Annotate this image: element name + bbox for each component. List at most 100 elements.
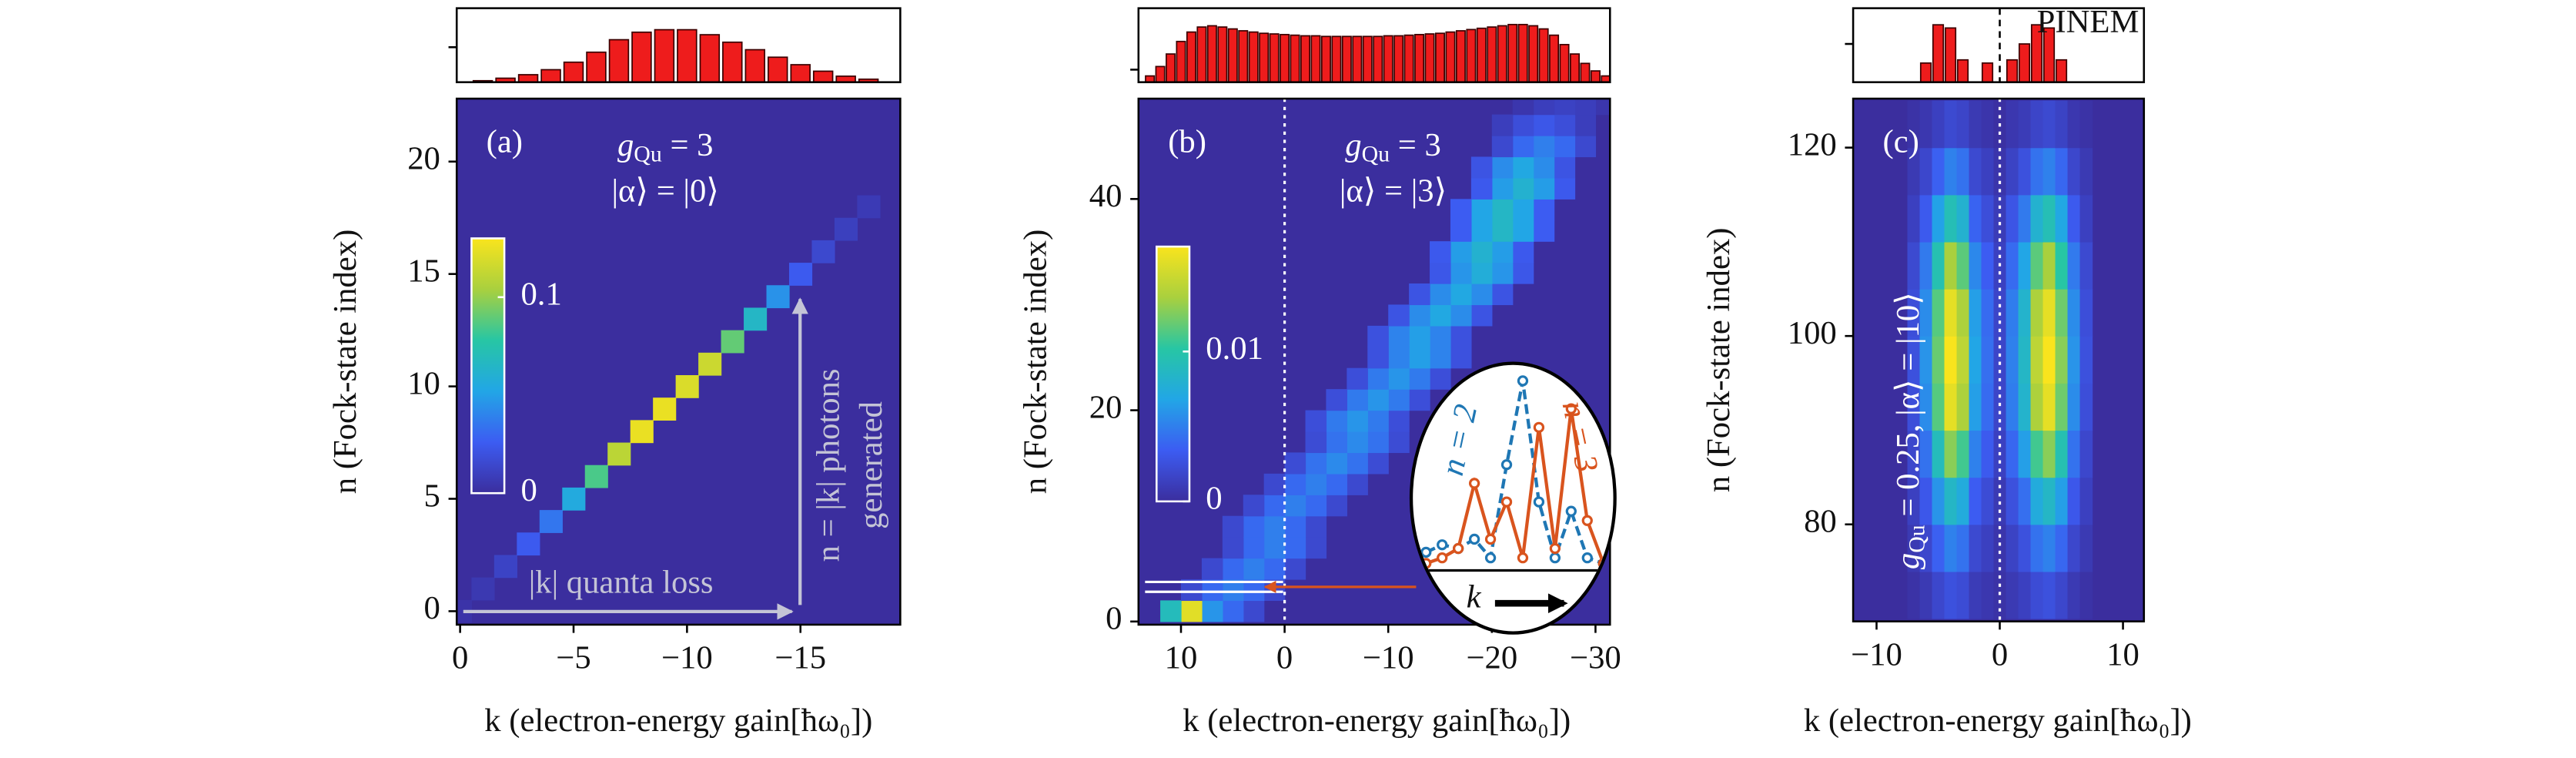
heatmap-cell (1956, 336, 1970, 384)
heatmap-cell (1574, 99, 1597, 116)
heatmap-cell (2079, 194, 2093, 243)
plot-frame (1137, 97, 1611, 626)
x-tick-label: 0 (1992, 636, 2008, 672)
heatmap-cell (1944, 430, 1958, 478)
heatmap-cell (1491, 136, 1514, 158)
heatmap-cell (1944, 571, 1958, 619)
heatmap-cell (1222, 600, 1244, 622)
y-axis-label: n (Fock-state index) (1701, 228, 1737, 493)
heatmap-cell (1907, 241, 1921, 290)
heatmap-cell (1243, 537, 1265, 559)
heatmap-cell (1574, 114, 1597, 136)
heatmap-cell (2006, 336, 2019, 384)
heatmap-cell (1450, 220, 1472, 242)
heatmap-cell (1969, 477, 1982, 525)
heatmap-cell (2042, 289, 2056, 337)
hist-bar (2055, 59, 2068, 82)
heatmap-cell (1491, 220, 1514, 242)
heatmap-cell (1969, 383, 1982, 431)
heatmap-cell (1201, 600, 1223, 622)
heatmap-cell (1450, 283, 1472, 306)
y-tick-label: 20 (1089, 389, 1122, 425)
heatmap-cell (1969, 194, 1982, 243)
heatmap-cell (2067, 571, 2081, 619)
heatmap-cell (1388, 325, 1410, 347)
heatmap-cell (1470, 199, 1493, 221)
heatmap-cell (2018, 194, 2032, 243)
hist-bar (1445, 31, 1456, 82)
heatmap-cell (1956, 524, 1970, 572)
heatmap-cell (1409, 389, 1430, 411)
heatmap-cell (721, 330, 744, 354)
heatmap-cell (2067, 289, 2081, 337)
heatmap-cell (1554, 156, 1576, 179)
heatmap-cell (1491, 199, 1514, 221)
heatmap-cell (607, 442, 631, 466)
heatmap-cell (2055, 430, 2069, 478)
panel-label: (c) (1882, 124, 1919, 160)
heatmap-cell (1263, 473, 1286, 495)
heatmap-cell (1554, 136, 1576, 158)
heatmap-cell (1305, 515, 1327, 538)
heatmap-cell (1450, 347, 1472, 369)
heatmap-cell (1907, 477, 1921, 525)
heatmap-cell (1956, 241, 1970, 290)
y-tick-label: 0 (1106, 601, 1122, 637)
hist-bar (1176, 40, 1186, 82)
heatmap-cell (2042, 477, 2056, 525)
heatmap-cell (1326, 495, 1348, 517)
hist-bar (835, 75, 856, 82)
colorbar (1156, 245, 1191, 503)
heatmap-cell (1388, 389, 1410, 411)
heatmap-cell (811, 240, 835, 263)
inset-marker (1437, 539, 1448, 551)
heatmap-cell (1981, 147, 1995, 196)
heatmap-cell (1981, 477, 1995, 525)
heatmap-cell (562, 487, 586, 511)
heatmap-cell (1263, 537, 1286, 559)
hist-bar (1186, 31, 1196, 82)
heatmap-cell (1919, 289, 1933, 337)
heatmap-cell (1944, 524, 1958, 572)
coupling-label: gQu = 0.25, |α⟩ = |10⟩ (1890, 292, 1930, 569)
hist-bar (1238, 30, 1249, 82)
colorbar (470, 237, 506, 495)
heatmap-cell (1512, 177, 1534, 200)
heatmap-cell (1956, 571, 1970, 619)
coupling-label: gQu = 3 (1345, 127, 1441, 167)
heatmap-cell (2079, 524, 2093, 572)
heatmap-cell (1450, 325, 1472, 347)
inset-marker (1500, 459, 1513, 471)
heatmap-cell (1554, 177, 1576, 200)
heatmap-cell (1388, 367, 1410, 390)
y-tick-label: 100 (1788, 315, 1837, 351)
heatmap-cell (1263, 515, 1286, 538)
heatmap-cell (1919, 383, 1933, 431)
heatmap-cell (1430, 241, 1451, 263)
colorbar-tick-label: 0 (520, 472, 537, 508)
hist-bar (1517, 23, 1528, 82)
heatmap (1853, 99, 2144, 622)
heatmap-cell (1993, 524, 2007, 572)
x-axis-label: k (electron-energy gain[ħω₀]) (1804, 703, 2192, 739)
coupling-subscript: Qu (1362, 142, 1390, 167)
inset-marker (1484, 552, 1497, 564)
heatmap-cell (1981, 289, 1995, 337)
y-axis-label: n (Fock-state index) (1017, 230, 1053, 495)
heatmap-cell (2030, 430, 2044, 478)
hist-bar (722, 41, 743, 82)
hist-bar (1414, 33, 1425, 82)
colorbar-tick-label: 0.01 (1206, 330, 1263, 367)
hist-bar (631, 31, 652, 82)
state-label: |α⟩ = |0⟩ (612, 173, 719, 210)
heatmap-cell (1263, 558, 1286, 580)
hist-bar (1362, 35, 1373, 82)
hist-bar (1580, 62, 1591, 82)
hist-bar (768, 56, 788, 82)
heatmap-cell (1944, 289, 1958, 337)
heatmap-cell (1347, 452, 1368, 475)
heatmap-cell (2030, 147, 2044, 196)
heatmap-cell (1491, 114, 1514, 136)
hist-bar (1919, 62, 1932, 82)
